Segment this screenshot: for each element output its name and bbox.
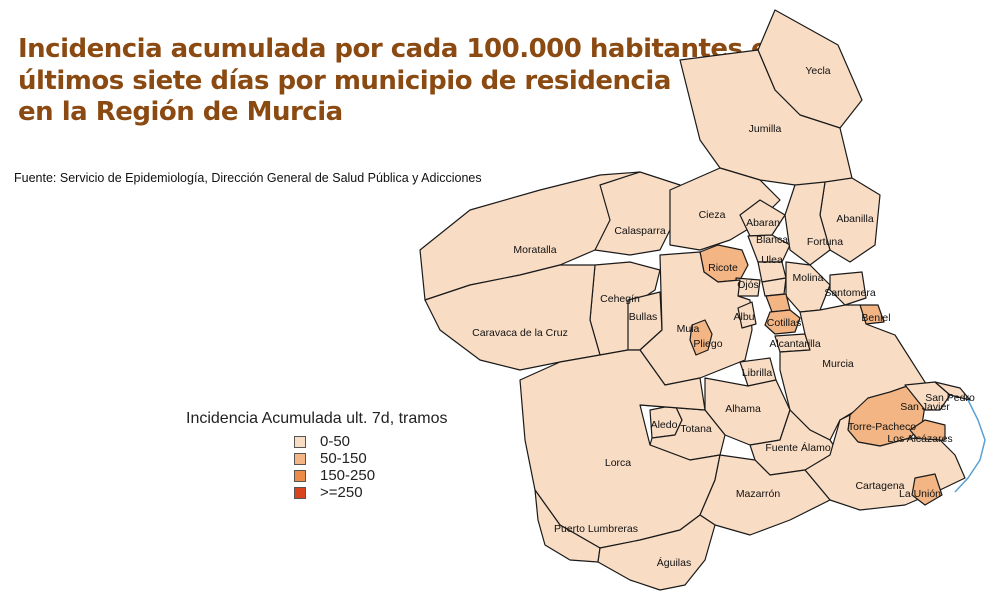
- label-calasparra: Calasparra: [614, 225, 666, 237]
- label-san-javier: San Javier: [900, 401, 950, 413]
- mar-menor-coastline: [954, 399, 986, 493]
- legend-swatch: [294, 486, 306, 499]
- legend-label: 150-250: [320, 467, 376, 484]
- legend-swatch: [294, 452, 306, 465]
- label-caravaca: Caravaca de la Cruz: [472, 327, 568, 339]
- map-title: Incidencia acumulada por cada 100.000 ha…: [18, 34, 836, 129]
- label-cotillas: Cotillas: [767, 317, 801, 329]
- legend-item: >=250: [186, 484, 447, 501]
- label-mazarron: Mazarrón: [736, 488, 781, 500]
- label-yecla: Yecla: [805, 65, 830, 77]
- municipality-santomera[interactable]: [829, 271, 867, 306]
- label-jumilla: Jumilla: [749, 123, 782, 135]
- label-alhama: Alhama: [725, 403, 761, 415]
- municipality-caravaca[interactable]: [424, 264, 601, 371]
- municipality-blanca[interactable]: [747, 234, 791, 263]
- municipality-la-union[interactable]: [911, 473, 943, 506]
- municipality-pliego[interactable]: [689, 319, 713, 356]
- label-albudeite: Albu: [733, 311, 754, 323]
- label-santomera: Santomera: [824, 287, 876, 299]
- label-aguilas: Águilas: [657, 556, 691, 569]
- municipality-archena[interactable]: [765, 293, 791, 313]
- source-note: Fuente: Servicio de Epidemiología, Direc…: [14, 171, 482, 185]
- municipality-albudeite[interactable]: [737, 301, 757, 329]
- label-ojos: Ojós: [737, 279, 759, 291]
- legend-label: 0-50: [320, 433, 351, 450]
- label-cieza: Cieza: [699, 209, 726, 221]
- municipality-aguilas[interactable]: [597, 514, 716, 591]
- label-murcia: Murcia: [822, 358, 854, 370]
- legend-item: 150-250: [186, 467, 447, 484]
- municipality-abaran[interactable]: [739, 199, 786, 237]
- legend-item: 50-150: [186, 450, 447, 467]
- label-abanilla: Abanilla: [836, 213, 874, 225]
- legend-swatch: [294, 469, 306, 482]
- legend: Incidencia Acumulada ult. 7d, tramos 0-5…: [186, 410, 447, 501]
- label-abaran: Abaran: [746, 217, 780, 229]
- label-beniel: Beniel: [861, 312, 890, 324]
- label-alcantarilla: Alcantarilla: [769, 338, 821, 350]
- label-moratalla: Moratalla: [513, 244, 556, 256]
- municipality-san-javier[interactable]: [904, 381, 951, 411]
- label-cehegin: Cehegín: [600, 293, 640, 305]
- municipality-san-pedro[interactable]: [934, 381, 971, 401]
- label-bullas: Bullas: [629, 311, 658, 323]
- label-molina: Molina: [793, 272, 824, 284]
- municipality-fortuna[interactable]: [784, 181, 831, 266]
- legend-label: 50-150: [320, 450, 367, 467]
- label-fuente-alamo: Fuente Álamo: [765, 441, 831, 454]
- legend-label: >=250: [320, 484, 363, 501]
- label-ricote: Ricote: [708, 262, 738, 274]
- legend-title: Incidencia Acumulada ult. 7d, tramos: [186, 410, 448, 427]
- municipality-calasparra[interactable]: [594, 171, 681, 256]
- label-los-alcazares: Los Alcázares: [887, 433, 952, 445]
- legend-item: 0-50: [186, 433, 447, 450]
- label-blanca: Blanca: [756, 234, 788, 246]
- label-cartagena: Cartagena: [855, 480, 904, 492]
- title-line-3: en la Región de Murcia: [18, 97, 343, 128]
- label-torre-pacheco: Torre-Pacheco: [848, 421, 916, 433]
- label-puerto-lumbreras: Puerto Lumbreras: [554, 523, 638, 535]
- municipality-puerto-lumbreras[interactable]: [534, 489, 601, 563]
- legend-swatch: [294, 435, 306, 448]
- label-lorca: Lorca: [605, 457, 631, 469]
- title-line-2: últimos siete días por municipio de resi…: [18, 65, 671, 96]
- label-librilla: Librilla: [742, 367, 773, 379]
- label-ulea: Ulea: [761, 254, 783, 266]
- label-pliego: Pliego: [693, 338, 722, 350]
- label-san-pedro: San Pedro: [925, 392, 975, 404]
- label-totana: Totana: [680, 423, 712, 435]
- label-fortuna: Fortuna: [807, 236, 843, 248]
- label-aledo: Aledo: [651, 419, 678, 431]
- label-mula: Mula: [677, 323, 700, 335]
- municipality-cotillas[interactable]: [764, 309, 801, 335]
- label-la-union: La Unión: [899, 488, 941, 500]
